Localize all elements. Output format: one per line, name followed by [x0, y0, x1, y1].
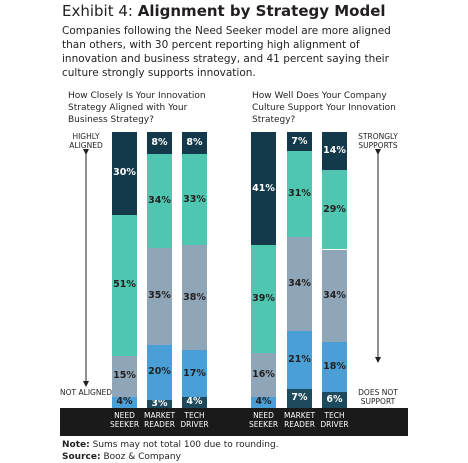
bar-segment	[182, 154, 207, 246]
bar-segment	[322, 170, 347, 250]
x-tick-label: TECH DRIVER	[320, 411, 349, 429]
value-label: 18%	[323, 361, 346, 372]
chart-title: How Well Does Your Company Culture Suppo…	[252, 91, 396, 125]
annotation: NOT ALIGNED	[60, 388, 112, 397]
value-label: 6%	[326, 393, 343, 405]
value-label: 4%	[116, 396, 133, 408]
title-main: Alignment by Strategy Model	[137, 2, 386, 20]
annotation: STRONGLY SUPPORTS	[358, 132, 398, 150]
value-label: 34%	[323, 289, 346, 301]
bar-segment	[147, 399, 172, 408]
bar-segment	[147, 132, 172, 155]
value-label: 51%	[113, 279, 136, 291]
bar-segment	[287, 236, 312, 331]
source-label: Source:	[62, 452, 101, 462]
bar-segment	[287, 330, 312, 389]
bar-segment	[322, 391, 347, 408]
subtitle: Companies following the Need Seeker mode…	[62, 25, 391, 79]
bar-segment	[287, 388, 312, 408]
source: Source: Booz & Company	[62, 452, 181, 462]
bar-segment	[182, 396, 207, 408]
note: Note: Sums may not total 100 due to roun…	[62, 440, 279, 450]
category-band	[60, 408, 408, 436]
value-label: 30%	[113, 167, 136, 179]
value-label: 15%	[113, 370, 136, 382]
x-tick-label: NEED SEEKER	[248, 411, 279, 429]
chart-title: How Closely Is Your Innovation Strategy …	[68, 91, 206, 125]
value-label: 8%	[186, 137, 203, 149]
value-label: 4%	[186, 396, 203, 408]
value-label: 4%	[255, 396, 272, 408]
value-label: 31%	[288, 188, 311, 200]
bar-segment	[112, 396, 137, 408]
value-label: 33%	[183, 193, 206, 205]
bar-segment	[251, 396, 276, 408]
value-label: 7%	[291, 135, 308, 147]
value-label: 7%	[291, 392, 308, 404]
title-prefix: Exhibit 4:	[62, 2, 133, 20]
annotation: DOES NOT SUPPORT	[358, 388, 398, 406]
bar-segment	[112, 355, 137, 397]
value-label: 3%	[151, 397, 168, 409]
annotation: HIGHLY ALIGNED	[69, 132, 103, 150]
title: Exhibit 4: Alignment by Strategy Model	[62, 2, 386, 20]
bar-segment	[251, 352, 276, 397]
source-text: Booz & Company	[103, 452, 181, 462]
value-label: 17%	[183, 367, 206, 379]
value-label: 20%	[148, 366, 171, 378]
x-tick-label: TECH DRIVER	[180, 411, 209, 429]
value-label: 16%	[252, 368, 275, 380]
x-tick-label: NEED SEEKER	[109, 411, 140, 429]
bar-segment	[182, 350, 207, 397]
value-label: 14%	[323, 145, 346, 157]
value-label: 38%	[183, 291, 206, 303]
bar-segment	[147, 247, 172, 345]
value-label: 34%	[148, 195, 171, 206]
bar-segment	[112, 132, 137, 215]
x-tick-label: MARKET READER	[283, 411, 316, 429]
bar-segment	[287, 132, 312, 152]
value-label: 8%	[151, 137, 168, 149]
value-label: 34%	[288, 277, 311, 289]
bar-segment	[322, 342, 347, 392]
value-label: 39%	[252, 292, 275, 304]
note-label: Note:	[62, 440, 90, 450]
bar-segment	[322, 132, 347, 171]
value-label: 41%	[252, 182, 275, 194]
value-label: 35%	[148, 290, 171, 302]
bar-segment	[322, 249, 347, 343]
value-label: 29%	[323, 203, 346, 215]
bar-segment	[112, 214, 137, 356]
bar-segment	[147, 154, 172, 248]
bar-segment	[182, 245, 207, 351]
note-text: Sums may not total 100 due to rounding.	[92, 440, 279, 450]
bar-segment	[287, 151, 312, 237]
bar-segment	[147, 344, 172, 400]
x-tick-label: MARKET READER	[143, 411, 176, 429]
bar-segment	[182, 132, 207, 155]
bar-segment	[251, 132, 276, 246]
value-label: 21%	[288, 353, 311, 365]
bar-segment	[251, 245, 276, 353]
